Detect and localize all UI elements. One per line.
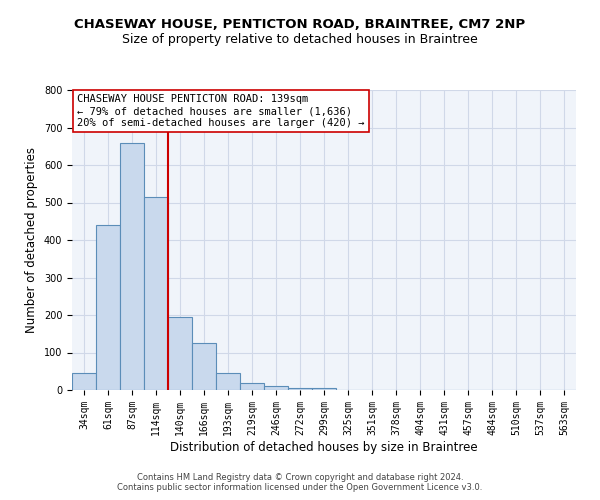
Text: Contains HM Land Registry data © Crown copyright and database right 2024.
Contai: Contains HM Land Registry data © Crown c…	[118, 473, 482, 492]
Bar	[168, 317, 192, 390]
Bar	[72, 373, 96, 390]
Bar	[216, 373, 240, 390]
Text: CHASEWAY HOUSE PENTICTON ROAD: 139sqm
← 79% of detached houses are smaller (1,63: CHASEWAY HOUSE PENTICTON ROAD: 139sqm ← …	[77, 94, 365, 128]
Text: Size of property relative to detached houses in Braintree: Size of property relative to detached ho…	[122, 32, 478, 46]
Bar	[96, 225, 120, 390]
Bar	[192, 343, 216, 390]
Bar	[288, 388, 312, 390]
Y-axis label: Number of detached properties: Number of detached properties	[25, 147, 38, 333]
X-axis label: Distribution of detached houses by size in Braintree: Distribution of detached houses by size …	[170, 440, 478, 454]
Bar	[144, 197, 168, 390]
Bar	[312, 388, 336, 390]
Text: CHASEWAY HOUSE, PENTICTON ROAD, BRAINTREE, CM7 2NP: CHASEWAY HOUSE, PENTICTON ROAD, BRAINTRE…	[74, 18, 526, 30]
Bar	[240, 382, 264, 390]
Bar	[120, 142, 144, 390]
Bar	[264, 386, 288, 390]
